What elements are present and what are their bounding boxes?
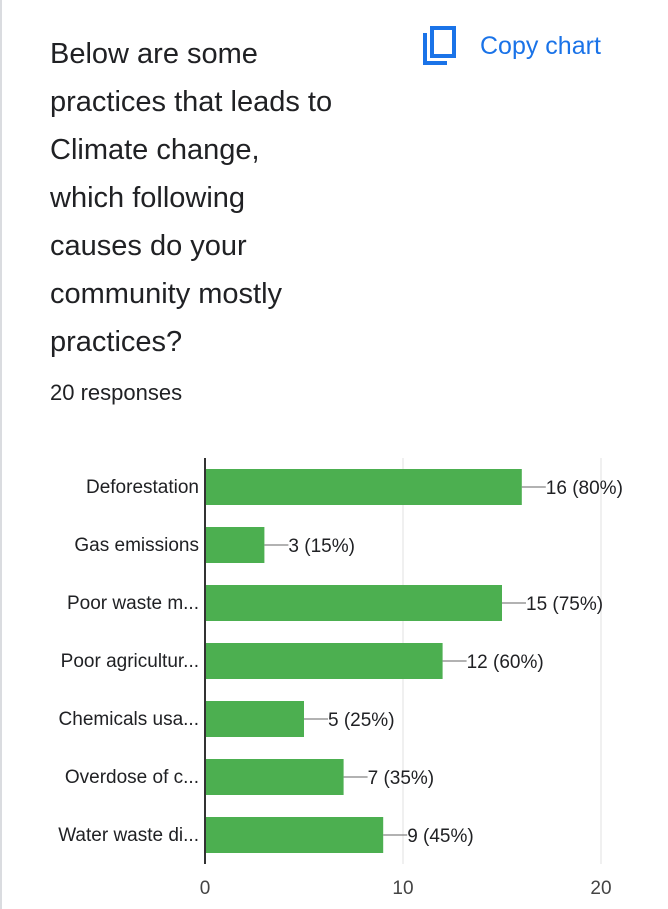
question-line: practices that leads to xyxy=(50,86,333,118)
bar xyxy=(205,643,443,679)
bar xyxy=(205,759,344,795)
question-title: Below are some practices that leads to C… xyxy=(50,30,390,366)
category-label: Poor waste m... xyxy=(67,593,199,614)
question-line: practices? xyxy=(50,326,183,358)
response-count: 20 responses xyxy=(50,380,183,405)
copy-icon xyxy=(423,26,456,65)
bar xyxy=(205,585,502,621)
bar xyxy=(205,817,384,853)
bar xyxy=(205,469,522,505)
question-line: community mostly xyxy=(50,278,283,310)
data-label: 12 (60%) xyxy=(467,652,544,673)
bar xyxy=(205,527,265,563)
category-label: Chemicals usa... xyxy=(59,709,199,730)
category-label: Overdose of c... xyxy=(65,767,199,788)
category-label: Poor agricultur... xyxy=(61,651,199,672)
data-label: 3 (15%) xyxy=(288,536,355,557)
copy-chart-label: Copy chart xyxy=(480,31,601,60)
x-tick-label: 0 xyxy=(200,878,211,899)
x-tick-label: 10 xyxy=(392,878,413,899)
left-border xyxy=(0,0,2,909)
question-line: which following xyxy=(50,182,246,214)
bar xyxy=(205,701,304,737)
category-label: Deforestation xyxy=(86,477,199,498)
data-label: 16 (80%) xyxy=(546,478,623,499)
x-tick-label: 20 xyxy=(590,878,611,899)
question-line: causes do your xyxy=(50,230,247,262)
question-line: Climate change, xyxy=(50,134,260,166)
data-label: 5 (25%) xyxy=(328,710,395,731)
data-label: 15 (75%) xyxy=(526,594,603,615)
category-label: Gas emissions xyxy=(74,535,199,556)
bar-chart: Deforestation 16 (80%) Gas emissions 3 (15%… xyxy=(58,458,623,899)
copy-chart-button[interactable]: Copy chart xyxy=(420,24,601,68)
category-label: Water waste di... xyxy=(58,825,199,846)
data-label: 7 (35%) xyxy=(368,768,435,789)
data-label: 9 (45%) xyxy=(407,826,474,847)
question-line: Below are some xyxy=(50,38,258,70)
